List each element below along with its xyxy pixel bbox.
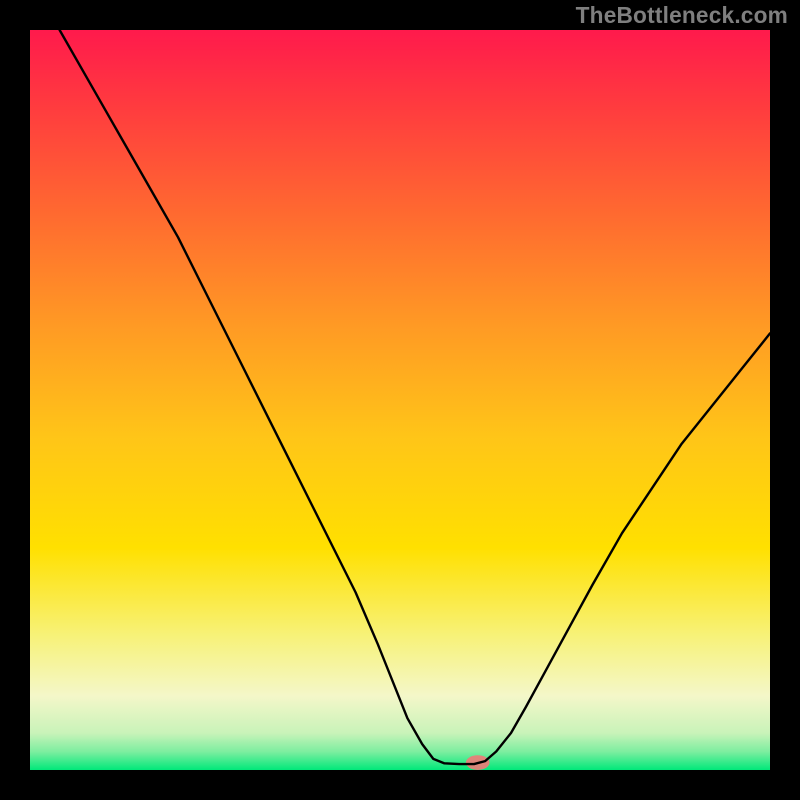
chart-stage: TheBottleneck.com: [0, 0, 800, 800]
watermark-text: TheBottleneck.com: [576, 2, 788, 29]
plot-background: [30, 30, 770, 770]
chart-svg: [0, 0, 800, 800]
